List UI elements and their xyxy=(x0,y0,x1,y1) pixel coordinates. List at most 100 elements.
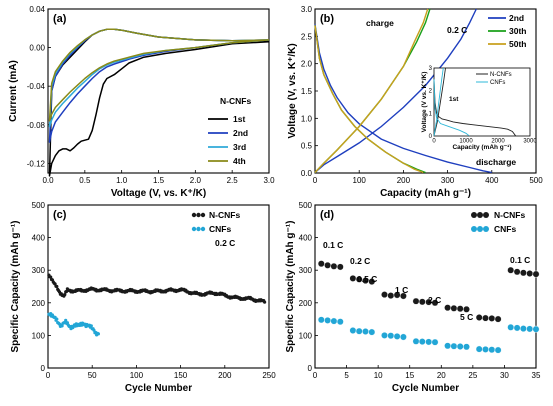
panel-label: (c) xyxy=(53,209,67,221)
data-point-N-CNFs xyxy=(494,315,502,323)
data-point-CNFs xyxy=(520,325,527,332)
x-tick-label: 0 xyxy=(46,371,51,380)
legend-label-N-CNFs: N-CNFs xyxy=(494,210,525,220)
legend-label-30th: 30th xyxy=(509,26,526,36)
rate-label: 2 C xyxy=(428,295,441,305)
y-tick-label: 0.5 xyxy=(301,142,313,151)
legend-label-3rd: 3rd xyxy=(233,142,246,152)
y-tick-label: 0 xyxy=(41,364,46,373)
data-point-CNFs xyxy=(55,317,59,321)
y-tick-label: 2.0 xyxy=(301,60,313,69)
x-tick-label: 50 xyxy=(88,371,97,380)
data-point-N-CNFs xyxy=(444,304,451,312)
legend-title: N-CNFs xyxy=(220,96,251,106)
panel-label: (d) xyxy=(320,209,334,221)
data-point-N-CNFs xyxy=(324,261,331,269)
rate-label: 0.1 C xyxy=(323,240,343,250)
legend-marker-N-CNFs xyxy=(483,212,489,218)
inset-x-tick-label: 2000 xyxy=(491,139,505,145)
inset-x-tick-label: 3000 xyxy=(523,139,537,145)
y-tick-label: 200 xyxy=(299,299,313,308)
x-tick-label: 500 xyxy=(529,176,543,185)
data-point-N-CNFs xyxy=(368,278,376,285)
panel-c-cycling-chart: 0 50 100 150 200 250 0 100 200 300 400 500 Cycle Num… xyxy=(10,201,276,394)
legend-label-1st: 1st xyxy=(233,114,245,124)
x-tick-label: 400 xyxy=(485,176,499,185)
data-point-N-CNFs xyxy=(387,292,395,299)
rate-label: 1 C xyxy=(395,285,408,295)
data-point-CNFs xyxy=(330,317,338,325)
data-point-N-CNFs xyxy=(526,270,534,277)
data-point-CNFs xyxy=(526,325,534,333)
data-point-N-CNFs xyxy=(520,269,527,277)
x-tick-label: 200 xyxy=(218,371,232,380)
y-tick-label: 3.0 xyxy=(301,5,313,14)
y-axis-label: Specific Capacity (mAh g⁻¹) xyxy=(10,221,21,353)
inset-frame xyxy=(433,67,531,137)
inset-annotation: 1st xyxy=(449,96,459,103)
inset-y-axis-label: Voltage (V vs. K⁺/K) xyxy=(421,72,428,133)
data-point-N-CNFs xyxy=(399,292,407,300)
data-point-CNFs xyxy=(393,332,401,340)
inset-x-tick-label: 0 xyxy=(432,139,436,145)
x-axis-label: Voltage (V, vs. K⁺/K) xyxy=(111,188,206,199)
legend-marker-N-CNFs xyxy=(191,212,197,218)
data-point-CNFs xyxy=(65,321,69,325)
legend-label-CNFs: CNFs xyxy=(209,224,231,234)
data-point-N-CNFs xyxy=(412,297,420,305)
data-point-CNFs xyxy=(336,318,344,326)
data-point-CNFs xyxy=(507,323,515,331)
discharge-curve-2nd xyxy=(314,24,492,174)
charge-curve-30th xyxy=(314,8,431,173)
x-tick-label: 100 xyxy=(130,371,144,380)
data-point-CNFs xyxy=(456,343,464,350)
x-axis-label: Cycle Number xyxy=(392,383,459,394)
x-tick-label: 10 xyxy=(374,371,383,380)
data-point-CNFs xyxy=(355,327,363,335)
legend-label-4th: 4th xyxy=(233,156,246,166)
x-tick-label: 20 xyxy=(437,371,446,380)
data-point-CNFs xyxy=(488,346,496,354)
legend-marker-N-CNFs xyxy=(477,212,483,218)
x-tick-label: 25 xyxy=(468,371,477,380)
y-tick-label: -0.12 xyxy=(27,159,46,168)
data-point-CNFs xyxy=(399,333,407,341)
legend-marker-CNFs xyxy=(471,226,477,232)
data-point-CNFs xyxy=(89,324,93,328)
x-tick-label: 0.0 xyxy=(42,176,54,185)
data-point-CNFs xyxy=(64,318,68,322)
legend-label-N-CNFs: N-CNFs xyxy=(209,210,240,220)
inset-x-axis-label: Capacity (mAh g⁻¹) xyxy=(452,144,511,151)
data-point-CNFs xyxy=(463,343,470,351)
inset-charge-CNFs xyxy=(433,67,444,136)
data-point-CNFs xyxy=(368,328,376,336)
rate-label: 0.2 C xyxy=(350,256,370,266)
inset-y-tick-label: 2 xyxy=(429,89,433,95)
legend-label-CNFs: CNFs xyxy=(494,224,516,234)
y-tick-label: 500 xyxy=(32,201,46,210)
y-tick-label: 0.0 xyxy=(301,169,313,178)
inset-discharge-CNFs xyxy=(433,79,470,137)
data-point-N-CNFs xyxy=(263,300,267,304)
legend-marker-N-CNFs xyxy=(196,212,201,218)
data-point-N-CNFs xyxy=(456,305,464,313)
annotation-rate: 0.2 C xyxy=(215,238,235,248)
data-point-N-CNFs xyxy=(463,305,470,313)
x-tick-label: 0.5 xyxy=(79,176,91,185)
inset-y-tick-label: 3 xyxy=(429,66,433,72)
legend-marker-CNFs xyxy=(200,226,206,232)
data-point-CNFs xyxy=(324,316,331,324)
legend-marker-CNFs xyxy=(483,226,489,232)
data-point-CNFs xyxy=(362,328,369,335)
data-point-CNFs xyxy=(494,346,502,354)
data-point-N-CNFs xyxy=(507,266,515,274)
data-point-CNFs xyxy=(425,338,433,346)
data-point-N-CNFs xyxy=(513,268,521,276)
x-tick-label: 2.0 xyxy=(190,176,202,185)
inset-charge-N-CNFs xyxy=(433,67,446,136)
discharge-curve-50th xyxy=(314,25,424,174)
rate-label: 0.1 C xyxy=(510,255,530,265)
x-tick-label: 5 xyxy=(344,371,349,380)
data-point-N-CNFs xyxy=(450,304,458,312)
rate-label: 0.5 C xyxy=(357,274,377,284)
